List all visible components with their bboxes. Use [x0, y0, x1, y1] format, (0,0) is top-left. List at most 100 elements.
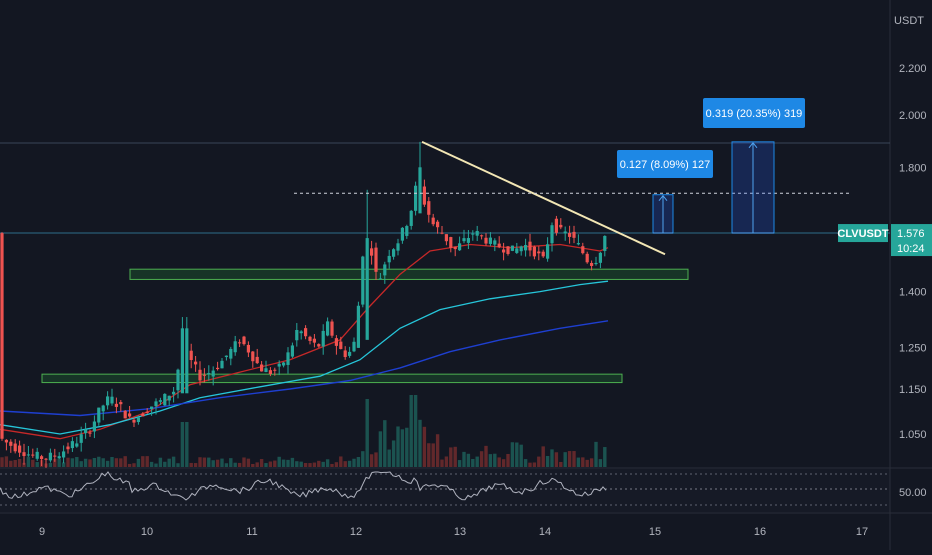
candle-body — [440, 232, 444, 234]
candle-body — [35, 451, 39, 459]
volume-bar — [233, 462, 237, 467]
price-range-measure[interactable] — [731, 141, 775, 234]
candle-body — [497, 243, 501, 248]
candle-body — [255, 356, 259, 364]
volume-bar — [435, 434, 440, 467]
volume-bar — [31, 459, 35, 467]
volume-bar — [299, 461, 303, 467]
volume-bar — [17, 458, 22, 467]
volume-bar — [365, 399, 369, 467]
price-range-measure[interactable] — [652, 194, 674, 234]
measure-label-box — [617, 150, 713, 178]
candle-body — [334, 338, 338, 346]
volume-bar — [343, 461, 347, 467]
volume-bar — [356, 457, 361, 467]
volume-bar — [180, 422, 185, 467]
candle-body — [299, 331, 303, 334]
candle-body — [22, 452, 26, 457]
candle-body — [515, 248, 519, 253]
volume-bar — [312, 462, 317, 467]
candle-body — [260, 364, 264, 372]
candle-body — [396, 243, 400, 251]
candle-body — [251, 351, 255, 362]
measure-label-text: 0.127 (8.09%) 127 — [620, 159, 711, 171]
volume-bar — [405, 427, 409, 467]
candle-body — [150, 406, 154, 410]
volume-bar — [431, 443, 435, 467]
candle-body — [414, 185, 418, 211]
volume-bar — [26, 456, 31, 467]
candle-body — [246, 344, 250, 353]
candle-body — [444, 234, 448, 242]
candle-body — [66, 446, 70, 450]
volume-bar — [66, 457, 70, 467]
candle-body — [97, 407, 101, 423]
volume-bar — [449, 447, 453, 467]
volume-bar — [440, 459, 444, 467]
candle-body — [84, 429, 88, 434]
measure-label-box — [703, 98, 805, 128]
candle-body — [330, 321, 334, 336]
volume-bar — [136, 458, 141, 467]
volume-bar — [484, 445, 488, 467]
candle-body — [92, 421, 96, 432]
volume-bar — [286, 459, 290, 467]
price-tick-label: 2.200 — [899, 63, 927, 75]
candle-body — [400, 227, 404, 241]
volume-bar — [506, 453, 510, 467]
candle-body — [365, 238, 369, 340]
candle-body — [383, 264, 387, 276]
volume-bar — [255, 462, 259, 467]
candle-body — [502, 249, 506, 253]
candle-body — [4, 439, 8, 443]
volume-bar — [589, 458, 594, 467]
candle-body — [537, 251, 541, 254]
symbol-tag — [838, 224, 888, 243]
volume-bar — [207, 457, 211, 467]
candle-body — [167, 395, 171, 401]
volume-bar — [119, 458, 123, 467]
price-axis-unit: USDT — [894, 15, 924, 27]
volume-bar — [413, 395, 418, 467]
candle-body — [136, 417, 140, 423]
volume-bar — [374, 452, 378, 467]
volume-bar — [290, 457, 295, 467]
support-zone — [129, 268, 689, 280]
volume-bar — [598, 459, 603, 467]
candle-body — [559, 224, 563, 228]
candle-body — [158, 400, 162, 402]
candle-body — [480, 235, 484, 237]
volume-bar — [361, 451, 365, 467]
candle-body — [106, 396, 110, 406]
candle-body — [317, 344, 321, 347]
volume-bar — [211, 460, 215, 467]
candle-body — [392, 249, 396, 257]
candle-body — [466, 238, 470, 243]
candle-body — [242, 336, 246, 345]
volume-bar — [603, 447, 607, 467]
candle-body — [304, 328, 308, 337]
candle-body — [176, 369, 180, 391]
volume-bar — [242, 457, 246, 467]
time-tick-label: 9 — [39, 526, 45, 538]
candle-body — [554, 218, 558, 233]
volume-bar — [418, 419, 422, 467]
volume-bar — [471, 458, 475, 467]
candle-body — [132, 419, 136, 423]
volume-bar — [163, 461, 167, 467]
candle-body — [216, 367, 220, 370]
volume-bar — [185, 422, 189, 467]
candle-body — [532, 246, 536, 257]
volume-bar — [220, 458, 224, 467]
candle-body — [409, 210, 413, 226]
candle-body — [585, 253, 589, 263]
volume-bar — [303, 463, 308, 467]
candle-body — [172, 391, 176, 395]
volume-bar — [251, 463, 255, 467]
candle-body — [238, 342, 242, 344]
price-tick-label: 1.800 — [899, 162, 927, 174]
candle-body — [88, 432, 92, 434]
candle-body — [13, 443, 17, 452]
